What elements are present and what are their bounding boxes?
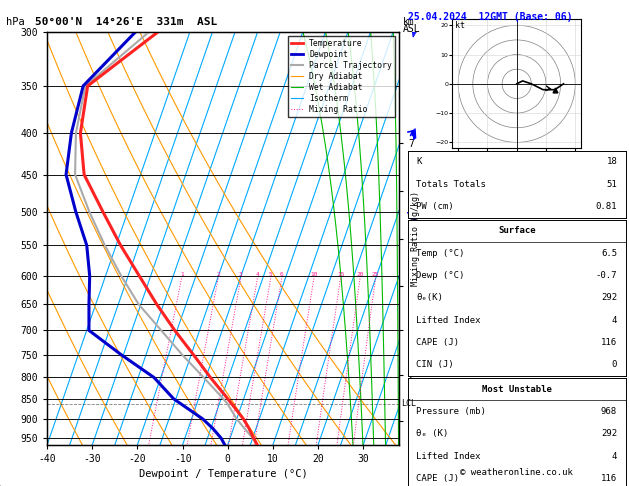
Text: 25: 25 xyxy=(372,272,379,277)
Text: 0.81: 0.81 xyxy=(596,202,617,211)
X-axis label: Dewpoint / Temperature (°C): Dewpoint / Temperature (°C) xyxy=(139,469,308,479)
Text: hPa: hPa xyxy=(6,17,25,27)
Text: 4: 4 xyxy=(256,272,260,277)
Text: 116: 116 xyxy=(601,338,617,347)
Text: CIN (J): CIN (J) xyxy=(416,361,454,369)
Text: θₑ (K): θₑ (K) xyxy=(416,430,448,438)
Text: Pressure (mb): Pressure (mb) xyxy=(416,407,486,416)
Text: Totals Totals: Totals Totals xyxy=(416,180,486,189)
Text: 18: 18 xyxy=(606,157,617,166)
Text: θₑ(K): θₑ(K) xyxy=(416,294,443,302)
Text: 0: 0 xyxy=(612,361,617,369)
Text: CAPE (J): CAPE (J) xyxy=(416,338,459,347)
Text: Mixing Ratio (g/kg): Mixing Ratio (g/kg) xyxy=(411,191,420,286)
Text: 1: 1 xyxy=(180,272,184,277)
Text: Lifted Index: Lifted Index xyxy=(416,316,481,325)
Text: 3: 3 xyxy=(239,272,243,277)
Text: 4: 4 xyxy=(612,452,617,461)
Text: 6.5: 6.5 xyxy=(601,249,617,258)
Text: 6: 6 xyxy=(280,272,284,277)
Text: Lifted Index: Lifted Index xyxy=(416,452,481,461)
Text: 968: 968 xyxy=(601,407,617,416)
Text: Temp (°C): Temp (°C) xyxy=(416,249,465,258)
Text: 2: 2 xyxy=(216,272,220,277)
Text: -0.7: -0.7 xyxy=(596,271,617,280)
Text: km: km xyxy=(403,17,415,27)
Text: 292: 292 xyxy=(601,430,617,438)
Text: © weatheronline.co.uk: © weatheronline.co.uk xyxy=(460,469,573,477)
Text: 10: 10 xyxy=(310,272,318,277)
Text: 51: 51 xyxy=(606,180,617,189)
Text: ASL: ASL xyxy=(403,24,420,35)
Text: 20: 20 xyxy=(357,272,364,277)
Text: 50°00'N  14°26'E  331m  ASL: 50°00'N 14°26'E 331m ASL xyxy=(35,17,217,27)
Text: K: K xyxy=(416,157,421,166)
Text: 4: 4 xyxy=(612,316,617,325)
Text: kt: kt xyxy=(455,21,465,30)
Text: 116: 116 xyxy=(601,474,617,483)
Text: 5: 5 xyxy=(269,272,273,277)
Text: Most Unstable: Most Unstable xyxy=(482,385,552,394)
Text: CAPE (J): CAPE (J) xyxy=(416,474,459,483)
Text: LCL: LCL xyxy=(401,399,416,408)
Text: Surface: Surface xyxy=(498,226,535,235)
Text: PW (cm): PW (cm) xyxy=(416,202,454,211)
Text: Dewp (°C): Dewp (°C) xyxy=(416,271,465,280)
Text: 15: 15 xyxy=(337,272,345,277)
Text: 25.04.2024  12GMT (Base: 06): 25.04.2024 12GMT (Base: 06) xyxy=(408,12,572,22)
Legend: Temperature, Dewpoint, Parcel Trajectory, Dry Adiabat, Wet Adiabat, Isotherm, Mi: Temperature, Dewpoint, Parcel Trajectory… xyxy=(287,35,396,117)
Text: 292: 292 xyxy=(601,294,617,302)
